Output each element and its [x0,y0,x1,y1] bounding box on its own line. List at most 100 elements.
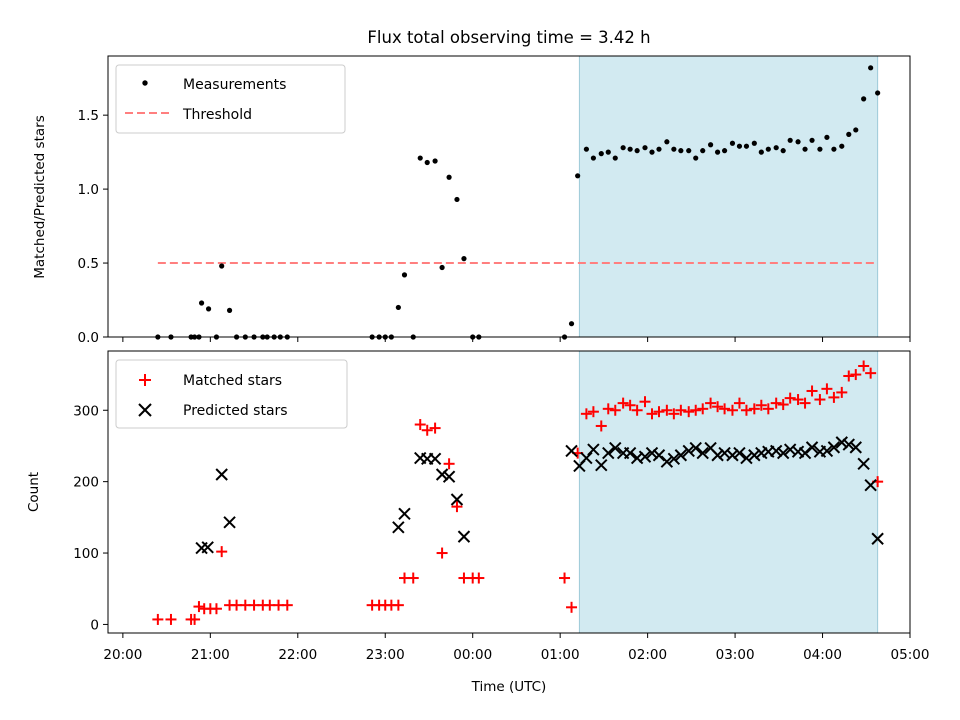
measurement-point [736,143,743,149]
matched-star-point [814,394,826,406]
predicted-star-point [864,479,877,492]
predicted-star-stroke-b [783,443,797,456]
measurement-point [868,65,874,71]
measurement-point [446,174,452,180]
predicted-star-point [805,441,819,454]
predicted-star-point [580,451,593,465]
predicted-star-stroke-b [215,468,228,481]
measurement-point [432,158,438,164]
predicted-star-point [842,438,855,451]
predicted-star-stroke-b [442,470,456,483]
predicted-star-point [733,446,746,460]
matched-star-point [216,546,228,558]
predicted-star-stroke-b [398,507,411,520]
predicted-star-stroke-b [428,452,442,466]
measurement-point [583,146,590,152]
legend-threshold-label: Threshold [182,107,252,123]
matched-star-point [429,422,441,434]
predicted-star-stroke-b [689,441,702,455]
predicted-star-stroke-b [791,445,805,458]
measurement-point [707,142,714,148]
measurement-point [751,140,757,146]
predicted-star-point [827,441,841,454]
matched-star-point [733,397,745,409]
measurement-points [155,65,881,340]
matched-star-point [755,399,767,411]
matched-star-point [580,408,592,420]
measurement-point [743,143,750,149]
matched-star-point [609,404,621,416]
predicted-star-stroke-b [565,444,578,458]
matched-star-point [646,408,658,420]
bottom-axes-frame [107,350,911,634]
matched-star-point [697,403,709,415]
matched-star-point [865,367,877,379]
measurement-point [817,146,823,152]
top-y-tick-label: 0.5 [78,256,99,272]
measurement-point [401,272,408,278]
bottom-y-axis-label: Count [26,472,42,512]
measurement-point [590,155,596,161]
matched-star-point [473,572,485,584]
matched-star-point [281,599,293,611]
measurement-point [846,131,852,137]
predicted-star-stroke-b [645,446,659,460]
measurement-point [656,146,662,152]
measurement-point [439,264,445,271]
matched-star-point [631,404,643,416]
predicted-star-stroke-b [726,449,739,462]
top-y-tick-label: 0.0 [78,330,99,346]
matched-star-point [189,613,201,625]
matched-star-point [392,599,404,611]
bottom-y-tick-label: 200 [73,475,99,491]
predicted-star-stroke-b [223,516,236,529]
matched-star-point [668,408,680,420]
matched-star-point [748,403,760,415]
predicted-star-stroke-b [733,446,746,460]
measurement-point [568,321,575,327]
predicted-star-point [740,451,753,465]
predicted-star-stroke-b [587,443,600,456]
measurement-point [729,140,736,146]
predicted-star-point [748,449,761,462]
predicted-star-point [435,468,449,481]
matched-star-point [443,458,455,470]
matched-star-point [683,406,695,418]
matched-star-point [705,397,717,409]
matched-star-point [624,399,636,411]
predicted-star-stroke-b [711,449,724,462]
predicted-star-point [652,449,666,462]
predicted-star-stroke-b [827,441,841,454]
predicted-star-point [565,444,578,458]
measurement-point [824,134,830,140]
matched-star-point [451,501,463,513]
matched-star-point [566,601,578,613]
predicted-star-stroke-b [667,452,681,466]
bottom-legend: Matched stars Predicted stars [115,359,348,429]
measurement-point [627,146,633,152]
top-y-ticks: 0.0 0.5 1.0 1.5 [78,108,108,346]
predicted-star-stroke-b [652,449,666,462]
legend-matched-marker [139,374,151,386]
predicted-star-point [428,452,442,466]
measurement-point [758,149,764,155]
measurement-point [664,139,670,145]
top-y-tick-label: 1.0 [78,182,99,198]
measurement-point [875,90,881,96]
predicted-star-point [871,532,884,545]
predicted-star-stroke-b [769,444,783,458]
predicted-star-point [726,449,739,462]
bottom-legend-frame [115,359,348,429]
measurement-point [693,155,699,161]
matched-star-point [407,572,419,584]
matched-star-point [799,397,811,409]
predicted-stars-points [195,436,884,555]
predicted-star-point [587,443,600,456]
bottom-x-tick-label: 05:00 [891,647,930,663]
predicted-star-point [674,449,688,462]
predicted-star-point [857,457,870,471]
predicted-star-stroke-b [682,444,695,458]
matched-star-point [712,401,724,413]
measurement-point [575,173,581,179]
bottom-y-tick-label: 0 [90,617,99,633]
